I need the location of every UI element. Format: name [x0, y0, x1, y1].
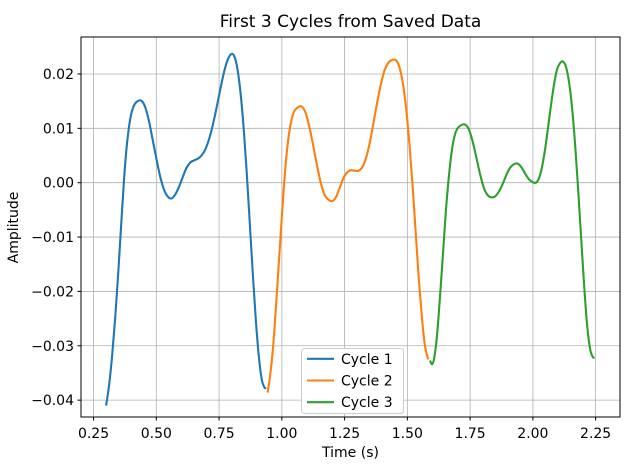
x-tick-label: 0.50: [141, 426, 172, 442]
x-tick-label: 1.50: [392, 426, 423, 442]
x-tick-label: 1.00: [266, 426, 297, 442]
axis-ticks: 0.25 0.50 0.75 1.00 1.25 1.50 1.75 2.00 2.25 0.02…: [31, 67, 611, 442]
plot-border: [80, 36, 621, 418]
legend-label-cycle-2: Cycle 2: [341, 374, 393, 390]
axes-spines: [80, 36, 621, 418]
y-tick-label: −0.01: [31, 230, 74, 246]
y-tick-label: −0.02: [31, 284, 74, 300]
grid-lines: [81, 37, 620, 417]
legend-label-cycle-3: Cycle 3: [341, 395, 393, 411]
x-tick-label: 1.25: [329, 426, 360, 442]
legend-box: [301, 348, 404, 414]
x-tick-label: 0.25: [78, 426, 109, 442]
x-tick-label: 1.75: [455, 426, 486, 442]
y-tick-label: 0.00: [43, 176, 74, 192]
y-tick-label: 0.02: [43, 67, 74, 83]
legend-label-cycle-1: Cycle 1: [341, 352, 393, 368]
y-tick-label: −0.03: [31, 339, 74, 355]
legend: Cycle 1 Cycle 2 Cycle 3: [301, 348, 404, 414]
y-tick-label: −0.04: [31, 393, 74, 409]
x-tick-label: 2.00: [517, 426, 548, 442]
x-tick-label: 0.75: [203, 426, 234, 442]
series-line-cycle-3: [428, 60, 596, 366]
chart-title: First 3 Cycles from Saved Data: [220, 12, 482, 32]
series-line-cycle-1: [105, 52, 267, 406]
y-tick-label: 0.01: [43, 121, 74, 137]
y-axis-label: Amplitude: [6, 192, 22, 264]
series-line-cycle-2: [266, 58, 430, 393]
data-series: [105, 52, 596, 406]
x-axis-label: Time (s): [321, 445, 379, 461]
x-tick-label: 2.25: [580, 426, 611, 442]
